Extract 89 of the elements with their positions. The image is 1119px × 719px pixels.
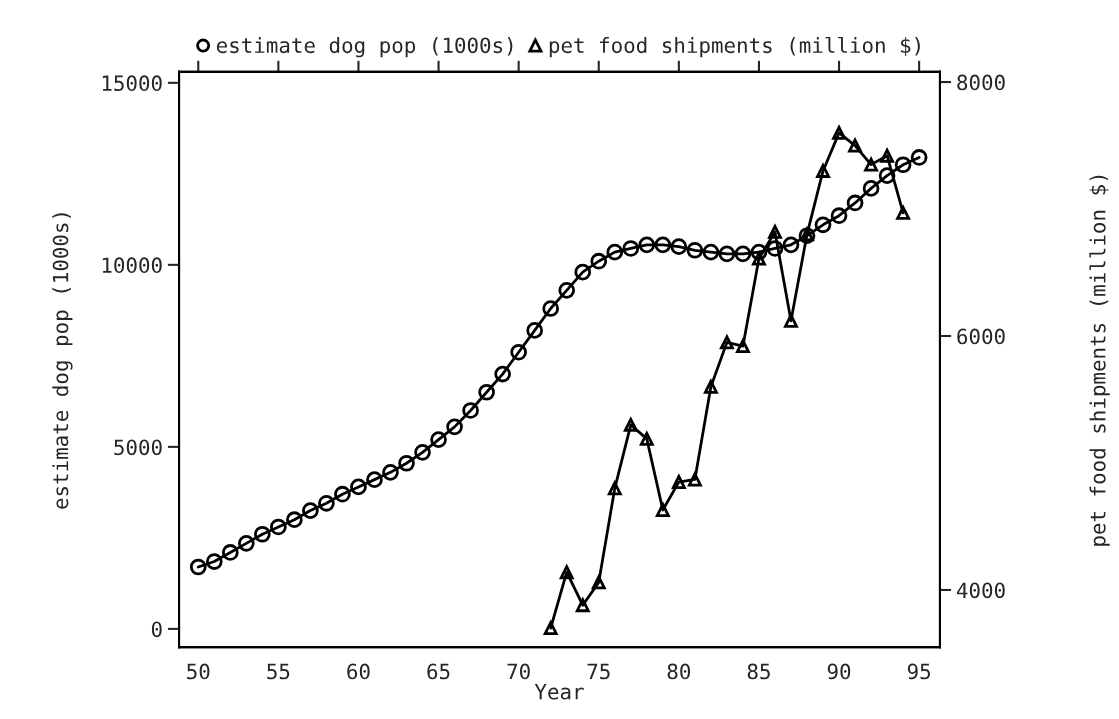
x-tick-label: 75 — [587, 663, 610, 680]
point — [622, 240, 640, 257]
x-tick-label: 50 — [187, 663, 210, 680]
y2-tick-label: 8000 — [957, 74, 1005, 91]
point — [366, 471, 383, 488]
point — [462, 402, 479, 419]
point — [864, 157, 879, 172]
y-axis-title: estimate dog pop (1000s) — [52, 213, 73, 509]
point — [254, 525, 271, 543]
point — [510, 343, 527, 361]
point — [446, 418, 463, 436]
y-tick-label: 10000 — [102, 257, 162, 274]
point — [686, 241, 704, 259]
point — [334, 485, 351, 503]
y2-tick-label: 4000 — [956, 582, 1005, 599]
point — [606, 243, 624, 261]
point — [350, 478, 367, 496]
point — [719, 335, 734, 350]
point — [286, 511, 303, 529]
point — [382, 464, 399, 481]
point — [574, 263, 592, 281]
point — [846, 194, 864, 212]
point — [750, 243, 768, 261]
point — [543, 621, 558, 635]
point — [814, 216, 832, 234]
point — [270, 518, 287, 536]
legend-label: estimate dog pop (1000s) — [216, 37, 513, 58]
point — [734, 245, 752, 263]
point — [559, 565, 574, 580]
point — [878, 167, 896, 184]
point — [896, 205, 911, 220]
y-tick-label: 0 — [151, 621, 162, 638]
point — [237, 535, 255, 552]
x-axis-title: Year — [534, 684, 584, 700]
point — [302, 502, 319, 519]
point — [735, 339, 750, 354]
point — [703, 379, 718, 394]
point — [205, 553, 223, 570]
x-tick-label: 85 — [747, 663, 770, 680]
y2-axis-title: pet food shipments (million $) — [1089, 175, 1110, 546]
point — [880, 148, 895, 163]
x-tick-label: 60 — [347, 663, 370, 680]
x-tick-label: 70 — [507, 663, 530, 680]
point — [752, 251, 766, 266]
point — [526, 322, 543, 339]
point — [494, 365, 511, 383]
point — [687, 470, 703, 487]
x-tick-label: 55 — [267, 663, 290, 680]
y-tick-label: 5000 — [114, 439, 162, 456]
point — [639, 431, 654, 446]
y-tick-label: 15000 — [102, 75, 162, 92]
point — [414, 444, 431, 461]
x-tick-label: 95 — [907, 663, 931, 680]
point — [768, 224, 782, 239]
point — [542, 300, 560, 317]
point — [848, 138, 862, 153]
point — [702, 243, 720, 261]
point — [910, 149, 928, 166]
x-tick-label: 80 — [667, 663, 691, 680]
point — [718, 245, 736, 263]
y2-tick-label: 6000 — [957, 328, 1005, 345]
point — [398, 454, 415, 472]
point — [671, 475, 686, 489]
point — [638, 236, 656, 254]
point — [607, 481, 622, 496]
point — [318, 494, 335, 512]
point — [655, 503, 670, 517]
point — [766, 240, 784, 257]
point — [189, 558, 207, 576]
point — [816, 164, 830, 178]
point — [221, 544, 239, 561]
point — [478, 383, 495, 401]
point — [862, 180, 880, 197]
legend-label: pet food shipments (million $) — [549, 36, 920, 58]
point — [782, 236, 800, 254]
point — [654, 236, 672, 254]
point — [830, 207, 848, 225]
x-tick-label: 90 — [827, 663, 851, 680]
point — [894, 156, 912, 174]
point — [784, 313, 798, 328]
point — [575, 598, 590, 613]
x-tick-label: 65 — [427, 663, 450, 680]
point — [430, 431, 447, 448]
point — [832, 125, 846, 140]
point — [558, 282, 576, 299]
point — [590, 252, 608, 270]
point — [591, 575, 606, 590]
point — [623, 417, 638, 432]
point — [670, 238, 688, 255]
